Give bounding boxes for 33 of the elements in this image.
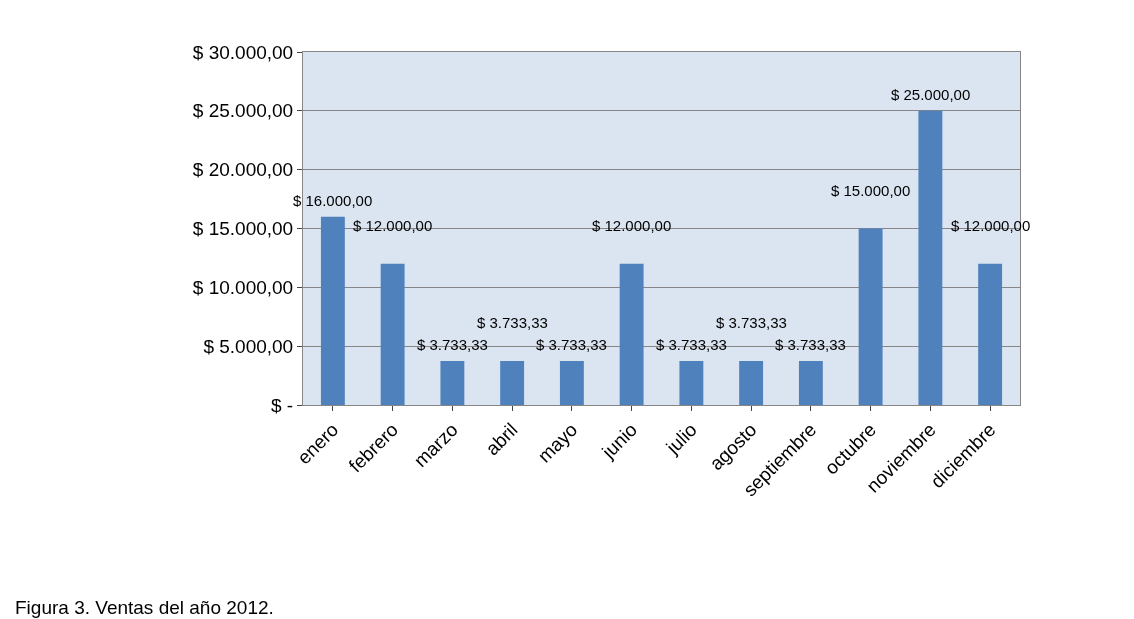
bar <box>440 361 465 405</box>
bar <box>619 263 644 405</box>
y-tick-label: $ 25.000,00 <box>192 100 294 122</box>
data-label: $ 3.733,33 <box>477 314 548 331</box>
bar <box>320 216 345 405</box>
bar <box>679 361 704 405</box>
data-label: $ 3.733,33 <box>536 336 607 353</box>
y-tick-label: $ 20.000,00 <box>192 159 294 181</box>
bar <box>500 361 525 405</box>
bar <box>978 263 1003 405</box>
data-label: $ 12.000,00 <box>592 217 672 234</box>
data-label: $ 3.733,33 <box>417 336 488 353</box>
data-label: $ 3.733,33 <box>656 336 727 353</box>
y-tick-label: $ 5.000,00 <box>203 335 294 357</box>
bar <box>559 361 584 405</box>
y-tick-label: $ 30.000,00 <box>192 41 294 63</box>
y-tick-label: $ 15.000,00 <box>192 218 294 240</box>
data-label: $ 25.000,00 <box>891 86 971 103</box>
data-label: $ 12.000,00 <box>353 217 433 234</box>
bar <box>380 263 405 405</box>
bar <box>798 361 823 405</box>
data-label: $ 12.000,00 <box>951 217 1031 234</box>
data-label: $ 16.000,00 <box>293 192 373 209</box>
x-tick-label: julio <box>661 419 701 459</box>
y-tick-label: $ - <box>271 394 294 416</box>
bar <box>858 228 883 405</box>
data-label: $ 3.733,33 <box>775 336 846 353</box>
y-tick-label: $ 10.000,00 <box>192 276 294 298</box>
data-label: $ 15.000,00 <box>831 182 911 199</box>
bar <box>918 110 943 405</box>
text: Figura 3. Ventas del año 2012. <box>15 597 274 618</box>
data-label: $ 3.733,33 <box>716 314 787 331</box>
bar <box>739 361 764 405</box>
